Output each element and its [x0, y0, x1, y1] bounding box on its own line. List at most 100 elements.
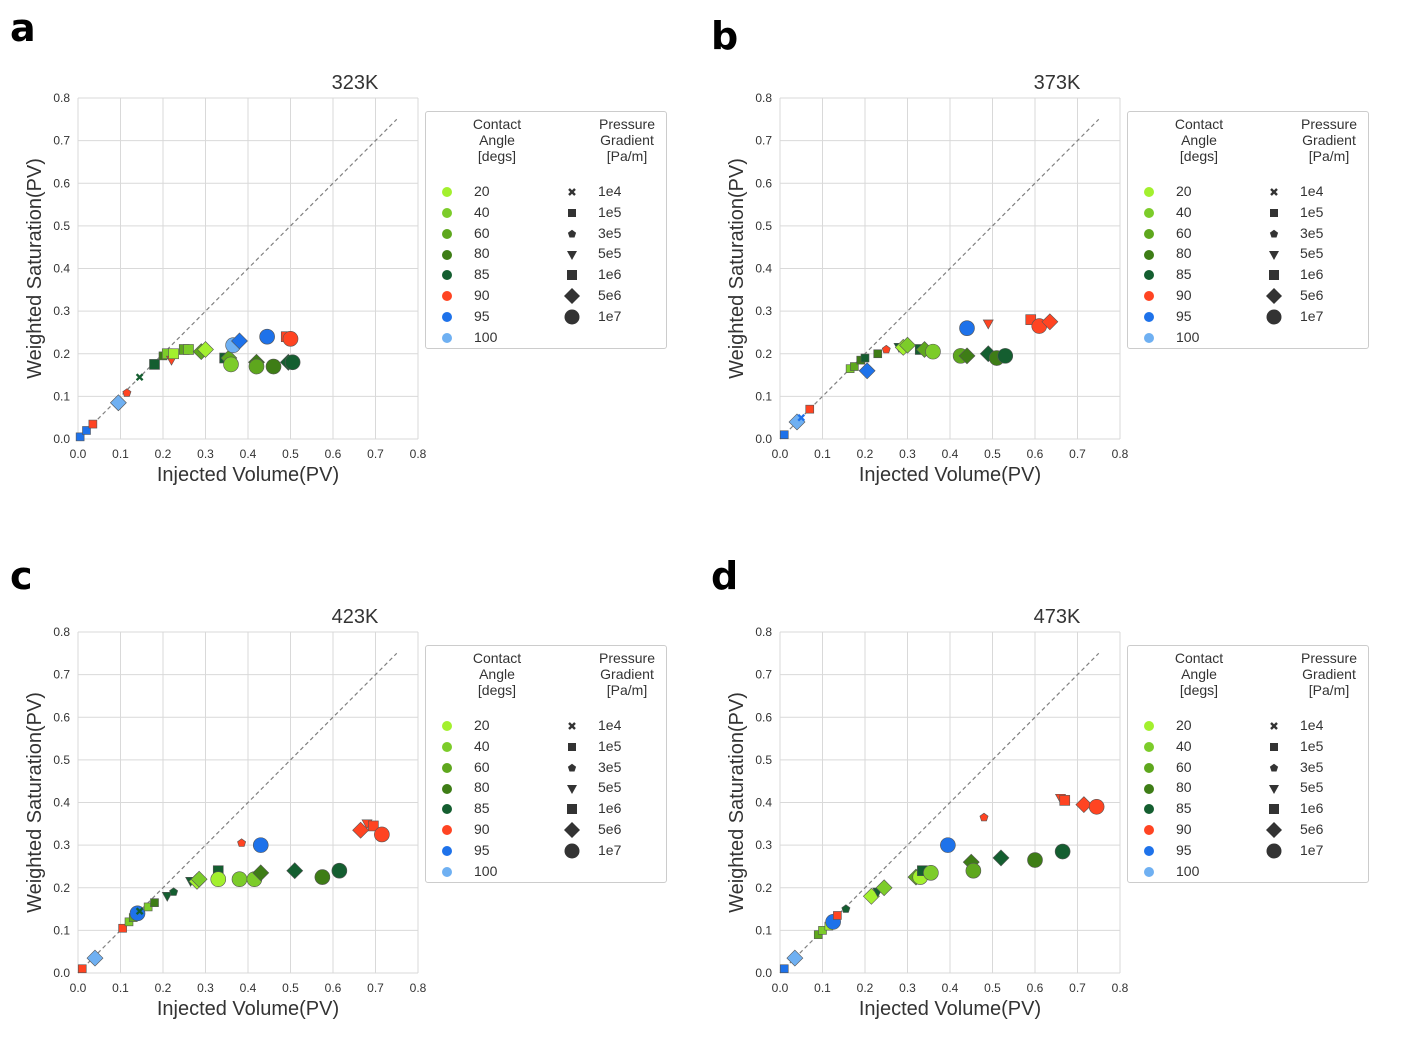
legend-pressure-item: 1e4: [1264, 717, 1323, 733]
legend-angle-label: 60: [1176, 758, 1192, 775]
legend-title-line: Contact: [472, 116, 522, 132]
legend-angle-item: 60: [440, 225, 490, 241]
legend-pressure-label: 1e7: [598, 841, 622, 858]
y-axis-label: Weighted Saturation(PV): [726, 158, 748, 379]
data-point: [860, 353, 870, 363]
legend-pressure-label: 1e6: [1300, 800, 1324, 817]
legend-color-dot: [442, 762, 452, 773]
legend-title-line: Contact: [472, 650, 522, 666]
x-tick-label: 0.7: [367, 447, 384, 461]
x-tick-label: 0.6: [1027, 447, 1044, 461]
legend-title-line: Gradient: [600, 666, 654, 682]
legend-color-dot: [442, 208, 452, 219]
y-axis-label: Weighted Saturation(PV): [726, 692, 748, 913]
data-point: [997, 348, 1014, 364]
legend-marker: [1270, 188, 1278, 197]
legend-angle-item: 85: [1142, 800, 1192, 816]
legend-pressure-item: 1e5: [562, 738, 621, 754]
data-point: [252, 837, 269, 853]
y-tick-label: 0.1: [755, 923, 772, 937]
y-tick-label: 0.5: [755, 219, 772, 233]
data-point: [150, 898, 159, 907]
legend-pressure-item: 5e6: [1264, 287, 1323, 305]
legend-pressure-title: Pressure Gradient [Pa/m]: [590, 116, 664, 164]
x-tick-label: 0.8: [410, 981, 427, 995]
data-point: [231, 332, 248, 350]
legend-marker-shape: [564, 309, 580, 325]
legend-color-dot: [1144, 228, 1154, 239]
legend-color-dot: [1144, 846, 1154, 857]
legend-color-dot: [442, 846, 452, 857]
legend-marker: [1270, 743, 1278, 752]
legend-marker-shape: [568, 188, 576, 197]
legend-angle-label: 95: [474, 307, 490, 324]
legend-angle-label: 95: [474, 841, 490, 858]
data-point: [959, 320, 975, 336]
data-point: [223, 356, 239, 373]
x-tick-label: 0.3: [899, 981, 916, 995]
legend-contact-angle-title: Contact Angle [degs]: [462, 650, 532, 698]
legend-title-line: Pressure: [598, 116, 656, 132]
legend-color-dot: [442, 312, 452, 323]
data-points: [779, 793, 1105, 974]
legend-pressure-label: 1e4: [598, 183, 622, 199]
legend-angle-item: 85: [440, 266, 490, 282]
y-tick-label: 0.0: [53, 432, 70, 446]
legend-color-dot: [1144, 783, 1154, 794]
legend-marker-shape: [1266, 309, 1282, 325]
legend-angle-item: 85: [440, 800, 490, 816]
y-tick-label: 0.5: [53, 753, 70, 767]
legend-angle-label: 40: [474, 737, 490, 754]
data-point: [231, 871, 248, 888]
data-point: [841, 904, 851, 913]
data-point: [875, 879, 893, 897]
x-tick-label: 0.8: [1112, 981, 1129, 995]
legend-pressure-label: 5e5: [598, 779, 622, 796]
x-tick-label: 0.0: [772, 981, 789, 995]
legend-marker-shape: [567, 804, 577, 815]
legend-angle-item: 100: [1142, 329, 1199, 345]
legend-angle-item: 100: [440, 329, 497, 345]
legend-marker-shape: [1269, 763, 1279, 772]
legend-angle-item: 85: [1142, 266, 1192, 282]
y-tick-label: 0.8: [755, 625, 772, 639]
legend-angle-label: 100: [1176, 862, 1200, 879]
legend-pressure-label: 1e5: [598, 737, 622, 754]
data-point: [109, 394, 127, 412]
legend-marker-shape: [564, 843, 580, 859]
legend-angle-label: 80: [1176, 779, 1192, 796]
legend-angle-label: 100: [474, 328, 498, 345]
data-point: [1075, 796, 1093, 814]
legend-pressure-label: 1e7: [1300, 307, 1324, 324]
y-tick-label: 0.0: [755, 432, 772, 446]
legend-pressure-title: Pressure Gradient [Pa/m]: [1292, 650, 1366, 698]
legend-d: Contact Angle [degs] Pressure Gradient [Pa/m]…: [1127, 645, 1369, 883]
legend-pressure-label: 1e5: [1300, 737, 1324, 754]
data-points: [75, 328, 301, 442]
data-point: [190, 870, 208, 888]
data-point: [284, 354, 301, 371]
x-tick-label: 0.8: [410, 447, 427, 461]
legend-pressure-title: Pressure Gradient [Pa/m]: [1292, 116, 1366, 164]
legend-angle-label: 100: [1176, 328, 1200, 345]
data-point: [265, 358, 282, 375]
x-tick-label: 0.4: [942, 981, 959, 995]
data-point: [282, 331, 299, 347]
x-tick-label: 0.4: [240, 447, 257, 461]
legend-angle-item: 80: [440, 245, 490, 261]
data-point: [1088, 798, 1105, 815]
chart-d: 0.00.0 0.1 0.1 0.2 0.2 0.3 0.3 0.4 0.4 0.5 0.5 0.6 0…: [726, 606, 1129, 1020]
data-point: [833, 911, 842, 920]
legend-marker-shape: [568, 743, 576, 752]
data-point: [1027, 852, 1043, 868]
legend-angle-label: 90: [1176, 287, 1192, 303]
y-tick-label: 0.7: [755, 134, 772, 148]
data-point: [82, 426, 91, 435]
legend-c: Contact Angle [degs] Pressure Gradient [Pa/m]…: [425, 645, 667, 883]
legend-marker-shape: [564, 822, 580, 839]
data-point: [286, 862, 304, 880]
legend-color-dot: [442, 270, 452, 281]
legend-marker-shape: [1270, 743, 1278, 752]
data-point: [149, 359, 160, 370]
legend-pressure-label: 1e4: [1300, 183, 1324, 199]
